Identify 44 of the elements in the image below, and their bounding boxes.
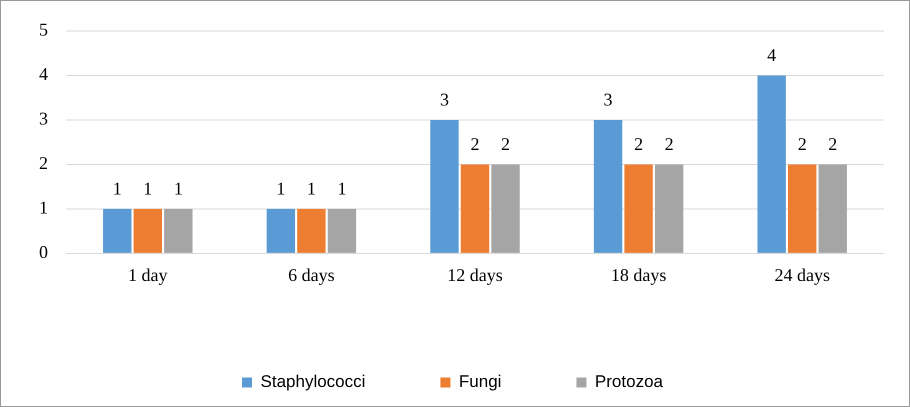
bar bbox=[757, 75, 786, 253]
data-label: 3 bbox=[604, 90, 613, 110]
data-label: 1 bbox=[306, 178, 316, 199]
bar bbox=[103, 208, 132, 253]
legend-label: Protozoa bbox=[594, 372, 664, 392]
bar bbox=[624, 164, 653, 253]
y-tick-label: 5 bbox=[39, 20, 48, 40]
data-label: 2 bbox=[470, 134, 480, 154]
data-label: 1 bbox=[276, 178, 286, 199]
bar bbox=[297, 208, 326, 253]
bar bbox=[460, 164, 490, 253]
bar bbox=[654, 164, 684, 253]
x-tick-label: 18 days bbox=[610, 264, 666, 285]
data-label: 2 bbox=[664, 134, 674, 154]
y-tick-label: 0 bbox=[39, 242, 48, 262]
x-tick-label: 1 day bbox=[128, 264, 168, 285]
data-label: 1 bbox=[143, 178, 152, 199]
y-tick-label: 1 bbox=[39, 198, 48, 218]
x-tick-label: 24 days bbox=[774, 264, 830, 285]
bar bbox=[788, 164, 816, 253]
data-label: 2 bbox=[501, 134, 510, 154]
bar bbox=[491, 164, 520, 253]
y-tick-label: 2 bbox=[39, 153, 48, 174]
bar bbox=[266, 208, 296, 253]
x-tick-label: 12 days bbox=[447, 264, 503, 285]
data-label: 1 bbox=[174, 178, 183, 199]
bar bbox=[818, 164, 847, 253]
data-label: 3 bbox=[440, 90, 449, 110]
data-label: 2 bbox=[634, 134, 644, 154]
bar bbox=[164, 208, 193, 253]
x-tick-label: 6 days bbox=[288, 264, 335, 285]
legend-label: Staphylococci bbox=[260, 372, 366, 392]
data-label: 1 bbox=[112, 178, 122, 199]
data-label: 1 bbox=[337, 178, 346, 199]
data-label: 2 bbox=[828, 134, 838, 154]
bar bbox=[430, 120, 459, 253]
bar bbox=[134, 208, 162, 253]
legend-label: Fungi bbox=[458, 372, 502, 392]
bar bbox=[328, 208, 356, 253]
data-label: 4 bbox=[767, 45, 776, 66]
y-tick-label: 3 bbox=[39, 108, 48, 129]
y-tick-label: 4 bbox=[39, 64, 48, 84]
bar bbox=[594, 120, 622, 253]
data-label: 2 bbox=[798, 134, 807, 154]
